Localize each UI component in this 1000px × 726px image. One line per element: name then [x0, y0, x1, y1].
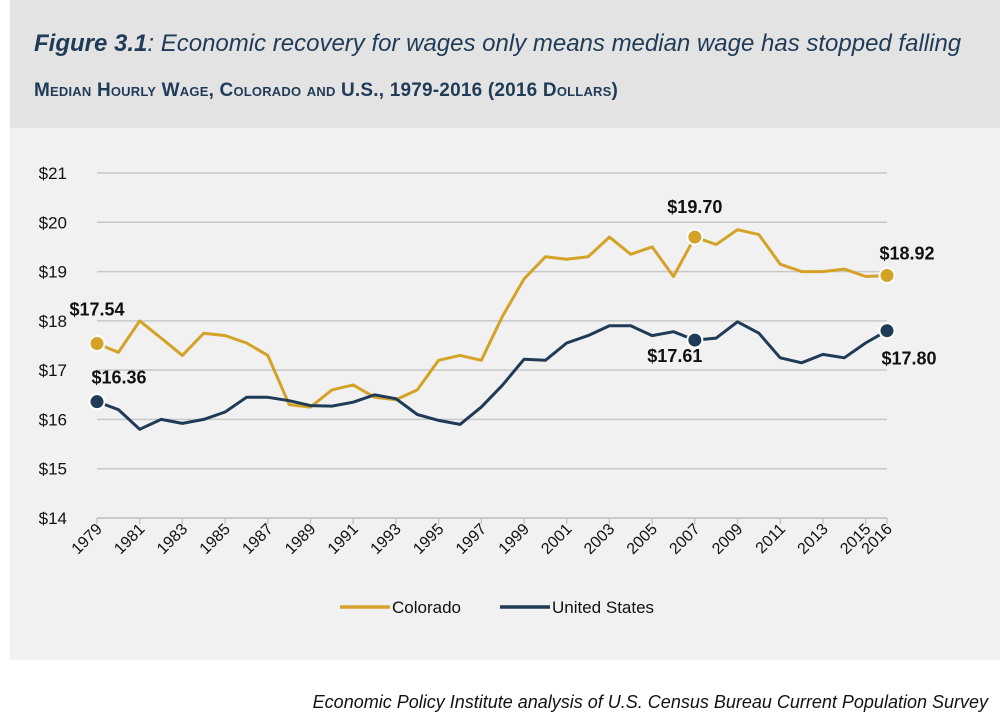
data-point-marker: [686, 331, 704, 349]
chart-panel: [10, 128, 1000, 660]
x-tick-label: 1987: [239, 521, 276, 558]
figure-title-text: : Economic recovery for wages only means…: [147, 30, 962, 57]
data-point-marker: [878, 267, 896, 285]
data-label: $19.70: [667, 197, 722, 217]
y-tick-label: $15: [39, 460, 67, 479]
data-point-marker: [88, 393, 106, 411]
data-point-marker: [686, 228, 704, 246]
x-tick-label: 1993: [368, 521, 405, 558]
colorado-line: [96, 228, 888, 409]
y-tick-label: $16: [39, 410, 67, 429]
data-point-marker: [878, 322, 896, 340]
x-tick-label: 2013: [795, 521, 832, 558]
x-tick-label: 1979: [69, 521, 106, 558]
x-tick-label: 1985: [197, 521, 234, 558]
x-tick-label: 2007: [666, 521, 703, 558]
data-label: $18.92: [879, 244, 934, 264]
data-label: $17.54: [69, 300, 124, 320]
x-tick-label: 2011: [753, 521, 789, 557]
y-tick-label: $17: [39, 361, 67, 380]
x-tick-label: 1989: [282, 521, 319, 558]
x-tick-label: 1997: [453, 521, 490, 558]
us-line: [96, 320, 888, 431]
figure-title: Figure 3.1: Economic recovery for wages …: [34, 30, 961, 58]
legend-label-colorado: Colorado: [392, 598, 461, 617]
y-tick-label: $21: [39, 164, 67, 183]
data-label: $17.61: [647, 346, 702, 366]
x-tick-label: 1991: [325, 521, 362, 558]
y-tick-label: $19: [39, 263, 67, 282]
x-tick-label: 2005: [624, 521, 661, 558]
figure-number: Figure 3.1: [34, 30, 148, 57]
data-label: $17.80: [881, 349, 936, 369]
figure-header: Figure 3.1: Economic recovery for wages …: [10, 0, 1000, 128]
x-tick-label: 1995: [410, 521, 447, 558]
legend-label-us: United States: [552, 598, 654, 617]
x-tick-label: 2001: [538, 521, 575, 558]
y-tick-label: $14: [39, 509, 67, 528]
x-tick-label: 1981: [111, 521, 148, 558]
x-tick-label: 2003: [581, 521, 618, 558]
x-tick-label: 1983: [154, 521, 191, 558]
x-tick-label: 1999: [496, 521, 533, 558]
x-tick-label: 2009: [709, 521, 746, 558]
data-point-marker: [88, 335, 106, 353]
source-note: Economic Policy Institute analysis of U.…: [312, 692, 988, 712]
y-tick-label: $20: [39, 213, 67, 232]
data-label: $16.36: [91, 368, 146, 388]
figure-subtitle: Median Hourly Wage, Colorado and U.S., 1…: [34, 80, 619, 101]
y-tick-label: $18: [39, 312, 67, 331]
